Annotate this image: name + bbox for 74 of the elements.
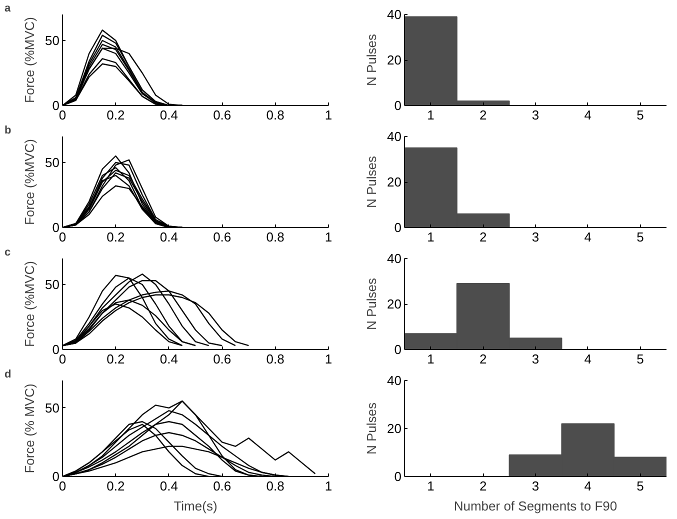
x-tick-label: 0.6 [213, 352, 232, 366]
x-tick-label: 4 [584, 352, 592, 366]
x-tick-label: 0.8 [266, 478, 284, 494]
y-tick-label: 0 [394, 342, 402, 357]
x-tick-label: 3 [532, 230, 540, 244]
x-tick-label: 0.2 [106, 108, 125, 122]
y-tick-label: 0 [394, 220, 402, 235]
x-tick-label: 2 [479, 352, 487, 366]
x-tick-label: 5 [636, 230, 644, 244]
y-axis-title: Force (%MVC) [22, 261, 38, 347]
y-axis-title: N Pulses [364, 155, 380, 208]
y-tick-label: 0 [394, 98, 402, 113]
text: c [4, 246, 11, 258]
x-tick-label: 3 [532, 478, 540, 494]
x-tick-label: 5 [636, 478, 644, 494]
x-tick-label: 0.4 [160, 108, 178, 122]
y-tick-label: 20 [387, 421, 402, 436]
x-tick-label: 2 [479, 108, 487, 122]
y-tick-label: 40 [387, 373, 402, 388]
y-tick-label: 40 [387, 7, 402, 22]
y-tick-label: 50 [45, 33, 60, 48]
x-tick-label: 0.8 [266, 108, 284, 122]
y-axis-title: Force (% MVC) [22, 384, 38, 474]
text: d [4, 368, 12, 380]
x-tick-label: 1 [427, 478, 434, 494]
x-tick-label: 0.6 [213, 478, 232, 494]
y-tick-label: 50 [45, 277, 60, 292]
x-tick-label: 1 [324, 478, 332, 494]
x-tick-label: 4 [584, 108, 592, 122]
text: b [4, 124, 12, 136]
x-tick-label: 1 [324, 352, 332, 366]
y-tick-label: 50 [45, 155, 60, 170]
x-axis-title: Number of Segments to F90 [454, 498, 618, 514]
x-axis-title: Time(s) [174, 498, 218, 514]
x-tick-label: 1 [324, 230, 332, 244]
x-tick-label: 1 [427, 230, 434, 244]
y-tick-label: 20 [387, 296, 402, 312]
x-tick-label: 2 [479, 230, 487, 244]
x-tick-label: 1 [324, 108, 332, 122]
y-tick-label: 20 [387, 52, 402, 68]
x-tick-label: 0.4 [160, 352, 178, 366]
y-tick-label: 0 [52, 220, 60, 235]
x-tick-label: 0.2 [106, 478, 125, 494]
x-tick-label: 0.2 [106, 352, 125, 366]
y-axis-title: Force (%MVC) [22, 17, 38, 103]
x-tick-label: 0.8 [266, 352, 284, 366]
y-tick-label: 20 [387, 174, 402, 190]
y-axis-title: N Pulses [364, 277, 380, 330]
x-tick-label: 4 [584, 478, 592, 494]
x-tick-label: 5 [636, 108, 644, 122]
x-tick-label: 2 [479, 478, 487, 494]
y-axis-title: N Pulses [364, 402, 380, 455]
x-tick-label: 5 [636, 352, 644, 366]
y-tick-label: 0 [52, 469, 60, 484]
y-tick-label: 40 [387, 251, 402, 266]
x-tick-label: 0.6 [213, 108, 232, 122]
y-tick-label: 0 [52, 98, 60, 113]
text: a [4, 2, 12, 14]
y-axis-title: Force (%MVC) [22, 139, 38, 225]
x-tick-label: 0.2 [106, 230, 125, 244]
x-tick-label: 0.8 [266, 230, 284, 244]
x-tick-label: 1 [427, 108, 434, 122]
x-tick-label: 3 [532, 108, 540, 122]
x-tick-label: 3 [532, 352, 540, 366]
x-tick-label: 0.4 [160, 230, 178, 244]
y-tick-label: 0 [394, 469, 402, 484]
y-tick-label: 40 [387, 129, 402, 144]
x-tick-label: 0.6 [213, 230, 232, 244]
x-tick-label: 0.4 [160, 478, 178, 494]
y-tick-label: 0 [52, 342, 60, 357]
y-axis-title: N Pulses [364, 33, 380, 86]
y-tick-label: 50 [45, 400, 60, 416]
x-tick-label: 1 [427, 352, 434, 366]
x-tick-label: 4 [584, 230, 592, 244]
